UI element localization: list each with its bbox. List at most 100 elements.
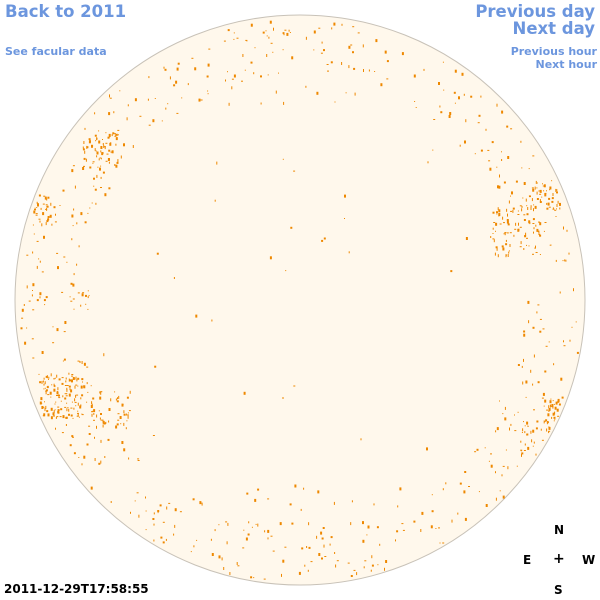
compass-north-label: N — [554, 523, 565, 537]
facula-speck — [210, 538, 212, 541]
facula-speck — [77, 377, 80, 380]
facula-speck — [86, 145, 88, 149]
facula-speck — [225, 79, 226, 82]
facula-speck — [529, 196, 531, 198]
next-hour-link[interactable]: Next hour — [535, 58, 598, 71]
facula-speck — [31, 338, 34, 340]
facula-speck — [109, 94, 110, 98]
facula-speck — [196, 539, 198, 541]
facula-speck — [152, 119, 155, 123]
facula-speck — [542, 185, 544, 187]
facula-speck — [504, 417, 507, 421]
facula-speck — [282, 32, 284, 35]
facula-speck — [128, 410, 131, 412]
facula-speck — [89, 166, 92, 169]
next-day-link[interactable]: Next day — [512, 19, 595, 38]
facula-speck — [559, 202, 561, 206]
facula-speck — [543, 405, 545, 407]
facula-speck — [102, 143, 104, 145]
facula-speck — [88, 295, 90, 297]
facula-speck — [154, 365, 157, 368]
facula-speck — [108, 133, 111, 137]
facula-speck — [554, 418, 556, 420]
facula-speck — [54, 403, 56, 405]
facula-speck — [322, 527, 325, 529]
facula-speck — [539, 189, 542, 193]
facula-speck — [121, 404, 124, 405]
facula-speck — [50, 416, 53, 420]
facula-speck — [66, 393, 68, 395]
facula-speck — [267, 74, 269, 76]
facula-speck — [115, 143, 117, 146]
facula-speck — [59, 416, 62, 418]
facula-speck — [304, 564, 306, 567]
facula-speck — [503, 222, 505, 224]
facula-speck — [82, 167, 85, 170]
facula-speck — [291, 522, 294, 525]
facula-speck — [44, 401, 45, 403]
facula-speck — [523, 358, 524, 362]
facula-speck — [270, 42, 273, 44]
facula-speck — [38, 258, 40, 260]
facula-speck — [126, 420, 128, 422]
facula-speck — [71, 374, 74, 375]
facula-speck — [80, 212, 83, 216]
see-facular-data-link[interactable]: See facular data — [5, 45, 107, 58]
facula-speck — [45, 375, 48, 378]
facula-speck — [91, 144, 93, 148]
facula-speck — [552, 207, 554, 210]
facula-speck — [96, 137, 98, 140]
facula-speck — [160, 536, 163, 539]
facula-speck — [44, 381, 46, 385]
facula-speck — [43, 235, 45, 239]
facula-speck — [366, 534, 368, 536]
facula-speck — [255, 523, 257, 525]
facula-speck — [33, 210, 36, 214]
facula-speck — [64, 397, 67, 400]
previous-day-link[interactable]: Previous day — [475, 2, 595, 21]
facula-speck — [80, 404, 82, 407]
facula-speck — [200, 99, 203, 101]
facula-speck — [542, 392, 545, 396]
facula-speck — [536, 420, 539, 423]
facula-speck — [36, 207, 38, 208]
facula-speck — [72, 377, 75, 380]
facula-speck — [102, 171, 105, 174]
facula-speck — [555, 401, 558, 405]
facula-speck — [501, 151, 502, 153]
facula-speck — [510, 128, 513, 130]
facula-speck — [508, 251, 510, 254]
facula-speck — [110, 501, 112, 503]
back-to-year-link[interactable]: Back to 2011 — [5, 2, 127, 21]
facula-speck — [484, 447, 486, 449]
facula-speck — [547, 202, 550, 206]
facula-speck — [152, 435, 155, 436]
facula-speck — [554, 411, 556, 415]
facula-speck — [45, 296, 48, 299]
facula-speck — [90, 385, 92, 387]
facula-speck — [533, 354, 535, 358]
facula-speck — [20, 327, 23, 330]
facula-speck — [71, 379, 73, 383]
facula-speck — [250, 23, 253, 27]
facula-speck — [47, 385, 49, 387]
facula-speck — [39, 220, 41, 223]
facula-speck — [285, 270, 287, 272]
previous-hour-link[interactable]: Previous hour — [510, 45, 597, 58]
facula-speck — [526, 205, 528, 207]
facula-speck — [53, 410, 55, 414]
facula-speck — [137, 460, 140, 461]
facula-speck — [177, 62, 180, 65]
facula-speck — [283, 101, 285, 105]
facula-speck — [52, 342, 55, 344]
facula-speck — [492, 233, 494, 234]
facula-speck — [497, 185, 499, 189]
facula-speck — [442, 61, 444, 63]
facula-speck — [207, 93, 209, 95]
facula-speck — [548, 341, 550, 343]
facula-speck — [435, 528, 437, 529]
facula-speck — [524, 431, 526, 434]
facula-speck — [44, 408, 46, 412]
facula-speck — [539, 330, 542, 333]
facula-speck — [270, 535, 273, 537]
